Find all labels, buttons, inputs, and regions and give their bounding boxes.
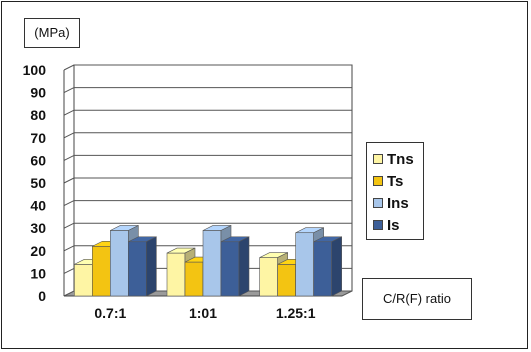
legend-label-is: Is — [387, 216, 400, 234]
y-tick-label: 90 — [30, 85, 46, 101]
gridline-side — [63, 87, 75, 94]
bar-tns-2 — [259, 257, 278, 297]
legend-swatch-ts — [373, 176, 383, 186]
gridline-side — [63, 267, 75, 274]
bar-ins-1 — [202, 230, 222, 297]
bar-ins-2 — [295, 232, 314, 297]
bar-side-is-1 — [238, 236, 250, 297]
gridline-side — [63, 177, 75, 184]
legend-label-tns: Tns — [387, 150, 414, 168]
gridline-side — [63, 109, 75, 116]
y-tick-label: 50 — [30, 175, 46, 191]
gridline-side — [63, 200, 75, 207]
bar-tns-1 — [166, 252, 186, 297]
legend-label-ins: Ins — [387, 194, 409, 212]
x-axis-label: C/R(F) ratio — [362, 278, 472, 320]
y-tick-label: 70 — [30, 130, 46, 146]
legend-swatch-is — [373, 220, 383, 230]
bar-ins-0 — [110, 230, 129, 297]
x-tick-label: 1:01 — [189, 305, 217, 321]
bar-side-is-2 — [331, 236, 342, 297]
y-tick-label: 100 — [23, 62, 47, 78]
y-tick-label: 60 — [30, 152, 46, 168]
gridline-side — [63, 245, 75, 252]
bar-ts-1 — [184, 261, 204, 297]
bar-is-1 — [220, 241, 240, 297]
bar-tns-0 — [74, 264, 93, 297]
y-tick-label: 0 — [38, 288, 46, 304]
legend-item-tns: Tns — [373, 149, 414, 169]
legend-item-is: Is — [373, 215, 400, 235]
bar-is-0 — [128, 241, 147, 297]
legend-item-ts: Ts — [373, 171, 403, 191]
y-tick-label: 80 — [30, 107, 46, 123]
x-tick-label: 1.25:1 — [276, 305, 316, 321]
legend: Tns Ts Ins Is — [366, 142, 424, 240]
legend-label-ts: Ts — [387, 172, 404, 190]
gridline-side — [63, 154, 75, 161]
bar-side-is-0 — [146, 236, 157, 297]
x-tick-label: 0.7:1 — [94, 305, 126, 321]
bar-ts-0 — [92, 245, 111, 297]
bar-is-2 — [313, 241, 332, 297]
legend-swatch-tns — [373, 154, 383, 164]
y-tick-label: 10 — [30, 265, 46, 281]
bar-ts-2 — [277, 264, 296, 297]
y-tick-label: 20 — [30, 243, 46, 259]
legend-item-ins: Ins — [373, 193, 409, 213]
y-tick-label: 30 — [30, 220, 46, 236]
gridline-side — [63, 132, 75, 139]
unit-label: (MPa) — [24, 18, 80, 48]
gridline-side — [63, 64, 75, 71]
y-tick-label: 40 — [30, 198, 46, 214]
legend-swatch-ins — [373, 198, 383, 208]
gridline-side — [63, 222, 75, 229]
